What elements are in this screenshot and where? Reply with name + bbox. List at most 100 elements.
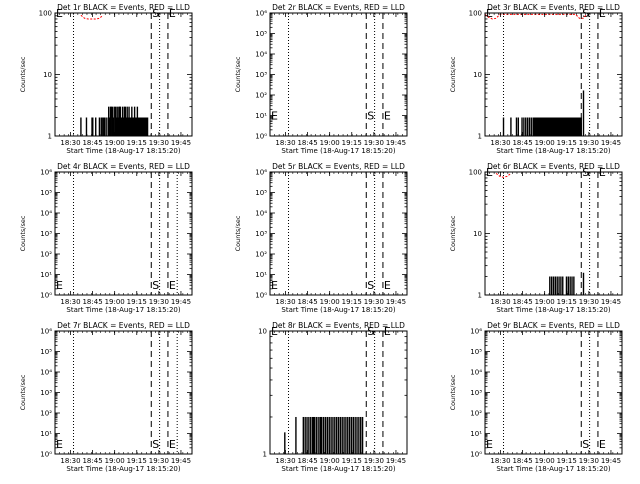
y-tick-label: 100 bbox=[469, 10, 482, 18]
event-marker-label: E bbox=[169, 279, 176, 292]
x-axis-label: Start Time (18-Aug-17 18:15:20) bbox=[66, 465, 180, 473]
x-axis-label: Start Time (18-Aug-17 18:15:20) bbox=[281, 147, 395, 155]
y-tick-label: 10 bbox=[473, 230, 482, 238]
x-tick-label: 19:30 bbox=[579, 139, 599, 147]
y-axis-label: Counts/sec bbox=[234, 56, 242, 92]
y-tick-label: 1 bbox=[48, 133, 52, 141]
x-axis-label: Start Time (18-Aug-17 18:15:20) bbox=[496, 306, 610, 314]
x-tick-label: 18:30 bbox=[60, 139, 80, 147]
panel-title: Det 8r BLACK = Events, RED = LLD bbox=[272, 321, 405, 330]
x-tick-label: 18:45 bbox=[512, 457, 532, 465]
x-tick-label: 18:30 bbox=[490, 139, 510, 147]
x-tick-label: 19:15 bbox=[557, 457, 577, 465]
x-tick-label: 18:30 bbox=[275, 457, 295, 465]
x-tick-label: 19:45 bbox=[171, 457, 191, 465]
y-tick-label: 10¹ bbox=[40, 430, 52, 438]
y-tick-label: 10⁶ bbox=[470, 328, 482, 336]
event-marker-label: E bbox=[56, 279, 63, 292]
y-tick-label: 10⁴ bbox=[40, 210, 52, 218]
y-tick-label: 10¹ bbox=[255, 271, 267, 279]
y-axis-label: Counts/sec bbox=[19, 215, 27, 251]
event-marker-label: E bbox=[384, 110, 391, 123]
event-marker-label: S bbox=[152, 279, 159, 292]
x-tick-label: 18:30 bbox=[60, 298, 80, 306]
y-tick-label: 10² bbox=[470, 410, 482, 418]
panel-det-3r: Det 3r BLACK = Events, RED = LLDESE11010… bbox=[449, 3, 623, 155]
events-series bbox=[502, 90, 585, 136]
y-tick-label: 10⁵ bbox=[255, 30, 267, 38]
x-axis-label: Start Time (18-Aug-17 18:15:20) bbox=[281, 306, 395, 314]
x-tick-label: 19:00 bbox=[535, 457, 555, 465]
panel-title: Det 7r BLACK = Events, RED = LLD bbox=[57, 321, 190, 330]
x-tick-label: 19:00 bbox=[320, 457, 340, 465]
event-marker-label: E bbox=[384, 279, 391, 292]
y-tick-label: 10² bbox=[40, 410, 52, 418]
y-tick-label: 10³ bbox=[255, 230, 267, 238]
y-axis-label: Counts/sec bbox=[234, 215, 242, 251]
x-tick-label: 18:45 bbox=[297, 139, 317, 147]
plot-frame bbox=[484, 330, 623, 455]
y-tick-label: 10⁰ bbox=[255, 292, 267, 300]
event-marker-label: E bbox=[486, 438, 493, 451]
y-axis-label: Counts/sec bbox=[19, 374, 27, 410]
x-axis-label: Start Time (18-Aug-17 18:15:20) bbox=[66, 147, 180, 155]
x-tick-label: 19:45 bbox=[601, 139, 621, 147]
x-tick-label: 19:45 bbox=[601, 298, 621, 306]
x-axis-label: Start Time (18-Aug-17 18:15:20) bbox=[496, 465, 610, 473]
x-tick-label: 19:30 bbox=[149, 139, 169, 147]
y-tick-label: 10¹ bbox=[470, 430, 482, 438]
y-tick-label: 10¹ bbox=[255, 112, 267, 120]
x-tick-label: 19:15 bbox=[342, 139, 362, 147]
x-tick-label: 19:15 bbox=[342, 457, 362, 465]
x-tick-label: 19:15 bbox=[557, 139, 577, 147]
event-marker-label: S bbox=[367, 110, 374, 123]
lld-line bbox=[495, 173, 512, 178]
x-tick-label: 19:15 bbox=[127, 298, 147, 306]
y-tick-label: 10⁶ bbox=[40, 169, 52, 177]
panel-title: Det 6r BLACK = Events, RED = LLD bbox=[487, 162, 620, 171]
x-tick-label: 19:30 bbox=[364, 457, 384, 465]
x-tick-label: 19:30 bbox=[364, 298, 384, 306]
x-tick-label: 18:45 bbox=[297, 298, 317, 306]
event-marker-label: E bbox=[169, 438, 176, 451]
x-tick-label: 19:45 bbox=[386, 139, 406, 147]
x-tick-label: 19:15 bbox=[342, 298, 362, 306]
y-tick-label: 10⁴ bbox=[470, 369, 482, 377]
x-tick-label: 19:15 bbox=[127, 139, 147, 147]
y-tick-label: 10⁰ bbox=[255, 133, 267, 141]
x-tick-label: 18:30 bbox=[490, 457, 510, 465]
x-tick-label: 19:15 bbox=[127, 457, 147, 465]
event-marker-label: E bbox=[599, 438, 606, 451]
y-tick-label: 10⁵ bbox=[255, 189, 267, 197]
plot-frame bbox=[54, 171, 193, 296]
y-tick-label: 10⁰ bbox=[470, 451, 482, 459]
panel-title: Det 1r BLACK = Events, RED = LLD bbox=[57, 3, 190, 12]
x-tick-label: 19:30 bbox=[149, 298, 169, 306]
y-tick-label: 10⁰ bbox=[40, 451, 52, 459]
x-tick-label: 18:30 bbox=[275, 298, 295, 306]
event-marker-label: S bbox=[582, 438, 589, 451]
y-tick-label: 1 bbox=[263, 451, 267, 459]
x-tick-label: 19:00 bbox=[320, 139, 340, 147]
y-axis-label: Counts/sec bbox=[449, 374, 457, 410]
panel-det-1r: Det 1r BLACK = Events, RED = LLDESE11010… bbox=[19, 3, 193, 155]
y-tick-label: 10³ bbox=[470, 389, 482, 397]
x-tick-label: 19:45 bbox=[386, 298, 406, 306]
panel-title: Det 5r BLACK = Events, RED = LLD bbox=[272, 162, 405, 171]
y-tick-label: 10⁴ bbox=[40, 369, 52, 377]
x-tick-label: 19:00 bbox=[105, 298, 125, 306]
panel-det-6r: Det 6r BLACK = Events, RED = LLDESE11010… bbox=[449, 162, 623, 314]
x-tick-label: 19:45 bbox=[386, 457, 406, 465]
y-tick-label: 100 bbox=[39, 10, 52, 18]
x-tick-label: 18:45 bbox=[512, 298, 532, 306]
lld-line bbox=[80, 14, 104, 20]
events-series bbox=[284, 416, 364, 454]
y-tick-label: 10³ bbox=[255, 71, 267, 79]
y-tick-label: 10² bbox=[255, 92, 267, 100]
